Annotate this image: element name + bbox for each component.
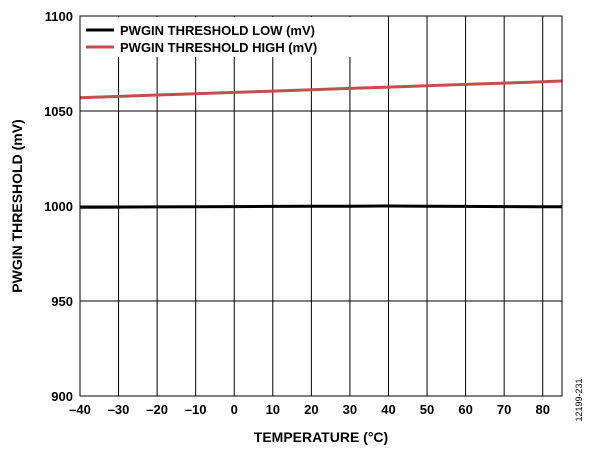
legend-background [81, 17, 381, 57]
x-tick-label: 40 [381, 402, 395, 417]
x-tick-label: –40 [69, 402, 91, 417]
legend-label: PWGIN THRESHOLD LOW (mV) [120, 23, 315, 38]
legend: PWGIN THRESHOLD LOW (mV) PWGIN THRESHOLD … [81, 17, 381, 57]
figure-id: 12199-231 [574, 378, 584, 421]
x-tick-label: 0 [231, 402, 238, 417]
series-layer [79, 79, 563, 209]
series-line-low [79, 204, 562, 209]
y-tick-label: 900 [51, 389, 73, 404]
y-tick-labels: 900 950 1000 1050 1100 [44, 9, 73, 404]
x-tick-labels: –40 –30 –20 –10 0 10 20 30 40 50 60 70 80 [69, 402, 550, 417]
x-axis-title: TEMPERATURE (°C) [254, 429, 388, 445]
x-tick-label: 50 [420, 402, 434, 417]
legend-label: PWGIN THRESHOLD HIGH (mV) [120, 40, 317, 55]
x-tick-label: 70 [497, 402, 511, 417]
x-tick-label: 10 [266, 402, 280, 417]
x-tick-label: 60 [458, 402, 472, 417]
y-tick-label: 950 [51, 294, 73, 309]
x-tick-label: 80 [535, 402, 549, 417]
x-tick-label: –20 [146, 402, 168, 417]
y-tick-label: 1100 [45, 9, 73, 24]
x-tick-label: –30 [108, 402, 130, 417]
series-line-high [79, 79, 563, 100]
y-tick-label: 1050 [44, 104, 73, 119]
plot-frame [79, 15, 563, 397]
y-axis-title: PWGIN THRESHOLD (mV) [9, 119, 25, 292]
y-tick-label: 1000 [44, 199, 73, 214]
x-tick-label: 20 [304, 402, 318, 417]
x-tick-label: 30 [343, 402, 357, 417]
x-tick-label: –10 [185, 402, 207, 417]
